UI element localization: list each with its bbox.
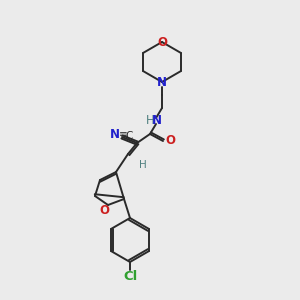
Text: Cl: Cl: [123, 269, 137, 283]
Text: O: O: [99, 203, 109, 217]
Text: O: O: [165, 134, 175, 148]
Text: H: H: [146, 113, 154, 127]
Text: H: H: [139, 160, 147, 170]
Text: N: N: [157, 76, 167, 88]
Text: N: N: [110, 128, 120, 140]
Text: N: N: [152, 113, 162, 127]
Text: ≡: ≡: [118, 129, 127, 139]
Text: C: C: [125, 131, 133, 141]
Text: O: O: [157, 35, 167, 49]
